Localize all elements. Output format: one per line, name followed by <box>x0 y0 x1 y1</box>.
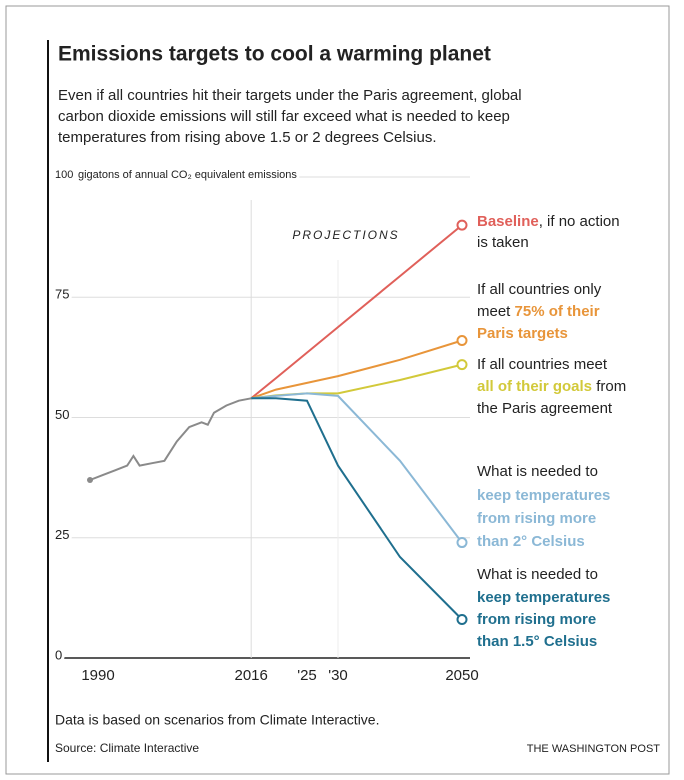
series-annotation: from rising more <box>477 611 596 628</box>
annotation-part: keep temperatures <box>477 487 610 504</box>
x-tick-label: 2016 <box>235 667 268 684</box>
annotation-part: , if no action <box>539 213 620 230</box>
series-line <box>250 224 463 400</box>
annotation-part: Paris targets <box>477 325 568 342</box>
end-marker <box>456 614 468 626</box>
series-annotation: keep temperatures <box>477 589 610 606</box>
start-dot <box>87 477 93 484</box>
subtitle: carbon dioxide emissions will still far … <box>58 108 510 125</box>
y-tick-label: 50 <box>55 407 69 422</box>
annotation-part: keep temperatures <box>477 589 610 606</box>
x-tick-label: '25 <box>297 667 317 684</box>
accent-bar <box>47 40 49 762</box>
frame <box>5 5 670 775</box>
series-annotation: than 1.5° Celsius <box>477 633 597 650</box>
projection-label: PROJECTIONS <box>292 228 399 242</box>
series-annotation: Paris targets <box>477 325 568 342</box>
annotation-part: 75% of their <box>515 303 600 320</box>
annotation-part: than 1.5° Celsius <box>477 633 597 650</box>
y-tick-label: 0 <box>55 647 62 662</box>
subtitle: Even if all countries hit their targets … <box>58 87 522 104</box>
annotation-part: from <box>592 378 626 395</box>
annotation-part: meet <box>477 303 515 320</box>
annotation-part: Baseline <box>477 213 539 230</box>
annotation-part: What is needed to <box>477 566 598 583</box>
series-annotation: keep temperatures <box>477 487 610 504</box>
series-annotation: What is needed to <box>477 463 598 480</box>
credit: THE WASHINGTON POST <box>527 743 661 755</box>
series-annotation: than 2° Celsius <box>477 533 585 550</box>
annotation-part: the Paris agreement <box>477 400 613 417</box>
series-annotation: What is needed to <box>477 566 598 583</box>
series-annotation: all of their goals from <box>477 378 626 395</box>
series-annotation: the Paris agreement <box>477 400 613 417</box>
note: Data is based on scenarios from Climate … <box>55 712 379 728</box>
end-marker <box>456 335 468 347</box>
series-annotation: Baseline, if no action <box>477 213 620 230</box>
series-line <box>251 363 463 400</box>
series-annotation: from rising more <box>477 510 596 527</box>
x-tick-label: '30 <box>328 667 348 684</box>
x-tick-label: 2050 <box>445 667 478 684</box>
annotation-part: from rising more <box>477 510 596 527</box>
annotation-part: If all countries only <box>477 281 602 298</box>
end-marker <box>456 537 468 549</box>
y-tick-label: 75 <box>55 287 69 302</box>
series-line <box>251 397 463 621</box>
series-annotation: If all countries meet <box>477 356 608 373</box>
y-tick-label: 25 <box>55 527 69 542</box>
series-annotation: If all countries only <box>477 281 602 298</box>
end-marker <box>456 219 468 231</box>
annotation-part: If all countries meet <box>477 356 608 373</box>
end-marker <box>456 359 468 371</box>
source: Source: Climate Interactive <box>55 741 199 755</box>
series-line <box>250 339 463 400</box>
y-axis-label: gigatons of annual CO₂ equivalent emissi… <box>78 169 297 181</box>
x-tick-label: 1990 <box>81 667 114 684</box>
series-annotation: is taken <box>477 234 529 251</box>
annotation-part: than 2° Celsius <box>477 533 585 550</box>
y-tick-label: 100 <box>55 169 73 181</box>
annotation-part: all of their goals <box>477 378 592 395</box>
series-line <box>89 397 252 481</box>
subtitle: temperatures from rising above 1.5 or 2 … <box>58 129 437 146</box>
series-annotation: meet 75% of their <box>477 303 600 320</box>
annotation-part: from rising more <box>477 611 596 628</box>
annotation-part: is taken <box>477 234 529 251</box>
chart-title: Emissions targets to cool a warming plan… <box>58 43 491 66</box>
series-line <box>251 392 463 544</box>
annotation-part: What is needed to <box>477 463 598 480</box>
